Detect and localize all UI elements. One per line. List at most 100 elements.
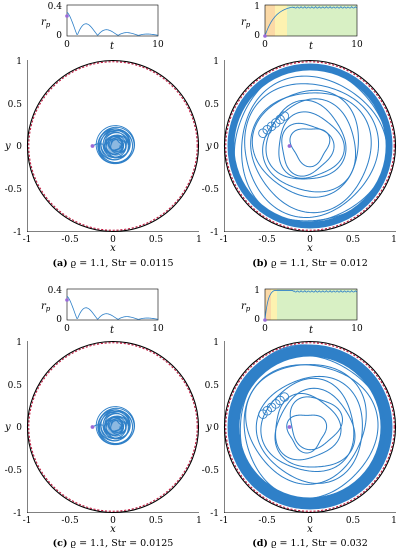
inset-ytick-max: 0.4 [48,2,63,12]
caption-c: (c) ϱ = 1.1, Str = 0.0125 [53,538,174,549]
inset-ylabel: rp [41,17,51,29]
start-marker [90,425,95,429]
ytick: 0 [213,142,219,152]
inset-xlabel: t [110,325,115,336]
trajectory-path [92,142,103,147]
ytick: -1 [13,228,22,238]
main-ylabel: y [4,422,11,433]
ytick: 0 [16,423,22,433]
ytick: -0.5 [202,466,220,476]
inner-dashed-circle [225,342,395,512]
inset-xtick-min: 0 [262,40,268,50]
inset-xtick-min: 0 [262,324,268,334]
inset-ytick-min: 0 [254,315,260,325]
xtick: -0.5 [61,516,79,526]
trajectory-path [275,395,285,406]
inset-band-green [287,5,357,36]
xtick: -1 [220,516,229,526]
main-xlabel: x [110,524,116,535]
trajectory-path [271,118,281,128]
start-marker [263,318,267,322]
ytick: -1 [210,228,219,238]
main-plot-a: 1 0.5 0 -0.5 -1 -1 -0.5 0 0.5 1 x y [4,57,202,254]
main-plot-b: 1 0.5 0 -0.5 -1 -1 -0.5 0 0.5 1 x y [202,57,397,254]
ytick: -0.5 [202,185,220,195]
ytick: 1 [16,57,22,67]
main-ylabel: y [4,141,11,152]
caption-b: (b) ϱ = 1.1, Str = 0.012 [252,258,367,269]
trajectory-path [229,344,386,500]
inset-ylabel: rp [41,301,51,313]
ytick: 0.5 [8,100,23,110]
xtick: 0.5 [149,235,164,245]
inner-dashed-circle [225,61,395,231]
ytick: 0.5 [8,381,23,391]
inset-ytick-max: 1 [254,286,260,296]
xtick: 1 [196,516,202,526]
ytick: -1 [13,509,22,519]
trajectory-path [233,66,390,222]
trajectory-core [107,417,125,435]
trajectory-path [251,89,359,198]
trajectory-path [243,364,379,500]
inset-xtick-max: 10 [152,40,164,50]
trajectory-path [245,364,367,485]
inset-band-yellow [275,5,287,36]
trajectory [92,406,136,446]
inset-plot-a: 0.4 0 0 10 t rp [41,2,164,52]
inset-ytick-min: 0 [56,31,62,41]
inset-curve [66,295,159,320]
trajectory-path [258,409,268,419]
inset-curve [264,5,358,37]
xtick: -1 [23,516,32,526]
xtick: 1 [196,235,202,245]
main-ylabel: y [205,422,212,433]
start-marker [65,298,69,302]
trajectory-path [265,99,347,180]
main-axes: 1 0.5 0 -0.5 -1 -1 -0.5 0 0.5 1 x y [4,57,202,254]
main-axes: 1 0.5 0 -0.5 -1 -1 -0.5 0 0.5 1 x y [4,338,202,535]
ytick: 1 [213,338,219,348]
trajectory-band [227,344,393,510]
trajectory-path [286,414,328,454]
xtick: -1 [220,235,229,245]
trajectory-path [262,125,272,135]
main-xlabel: x [110,243,116,254]
inset-ylabel: rp [241,301,251,313]
trajectory-path [281,122,335,177]
inset-ytick-min: 0 [56,315,62,325]
panel-b: 1 0 0 10 t rp 1 0.5 0 -0.5 -1 -1 [202,2,397,269]
trajectory-path [271,399,281,409]
start-marker [90,144,95,148]
ytick: 0 [213,423,219,433]
main-xlabel: x [307,243,313,254]
xtick: 1 [391,235,397,245]
xtick: 0 [307,516,313,526]
inset-ytick-max: 1 [254,2,260,12]
ytick: -0.5 [5,185,23,195]
xtick: 0.5 [149,516,164,526]
xtick: 0 [307,235,313,245]
trajectory-path [255,375,363,484]
trajectory-path [278,111,345,179]
inset-xtick-max: 10 [351,324,363,334]
inset-xtick-max: 10 [351,40,363,50]
caption-a: (a) ϱ = 1.1, Str = 0.0115 [52,258,173,269]
ytick: -1 [210,509,219,519]
trajectory-path [244,83,380,218]
trajectory [227,344,393,510]
ytick: 0.5 [205,381,220,391]
inset-ylabel: rp [241,17,251,29]
trajectory-core [107,136,125,154]
inset-band-green [277,289,357,320]
trajectory [227,63,393,229]
trajectory-path [275,114,285,125]
trajectory [92,125,136,165]
inset-frame [264,288,358,321]
inner-dashed-circle [28,61,198,231]
panel-a: 0.4 0 0 10 t rp 1 0.5 0 -0.5 -1 [4,2,202,269]
ytick: 0 [16,142,22,152]
main-plot-c: 1 0.5 0 -0.5 -1 -1 -0.5 0 0.5 1 x y [4,338,202,535]
xtick: -1 [23,235,32,245]
trajectory-path [92,423,103,428]
